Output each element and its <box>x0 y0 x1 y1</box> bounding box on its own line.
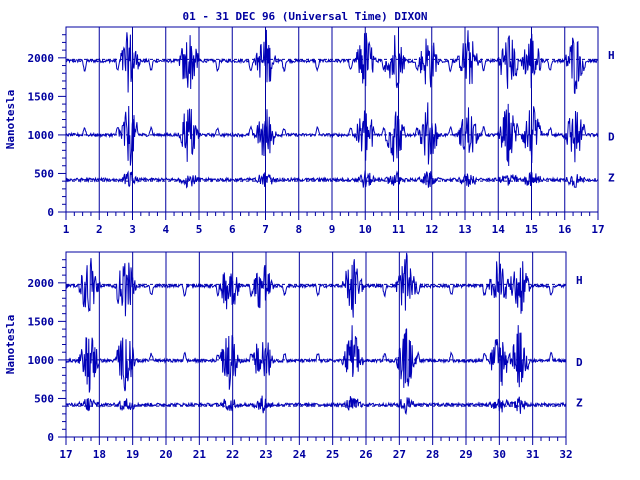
x-tick-label: 5 <box>196 223 203 236</box>
x-tick-label: 20 <box>159 448 172 461</box>
x-tick-label: 31 <box>526 448 540 461</box>
x-tick-label: 16 <box>558 223 572 236</box>
x-tick-label: 30 <box>493 448 506 461</box>
y-tick-label: 0 <box>47 206 54 219</box>
series-line-D <box>65 325 567 393</box>
x-tick-label: 10 <box>359 223 372 236</box>
y-axis-label: Nanotesla <box>4 315 17 375</box>
x-tick-label: 18 <box>93 448 106 461</box>
series-line-H <box>65 29 599 94</box>
x-tick-label: 1 <box>63 223 70 236</box>
x-tick-label: 12 <box>425 223 438 236</box>
x-tick-label: 6 <box>229 223 236 236</box>
x-tick-label: 17 <box>591 223 604 236</box>
y-tick-label: 2000 <box>28 52 55 65</box>
panel-bottom: 17 18 19 20 21 22 23 24 25 26 27 28 29 30 31 32 0 500 1000… <box>4 251 583 461</box>
series-label-D: D <box>608 130 615 143</box>
x-tick-label: 32 <box>559 448 572 461</box>
x-tick-label: 14 <box>492 223 506 236</box>
y-tick-label: 2000 <box>28 277 55 290</box>
x-tick-label: 13 <box>458 223 471 236</box>
x-tick-label: 2 <box>96 223 103 236</box>
y-tick-label: 1500 <box>28 315 55 328</box>
x-tick-label: 21 <box>193 448 207 461</box>
x-tick-label: 23 <box>259 448 272 461</box>
x-tick-label: 9 <box>329 223 336 236</box>
x-tick-label: 7 <box>262 223 269 236</box>
series-label-D: D <box>576 356 583 369</box>
series-label-Z: Z <box>576 396 583 409</box>
x-tick-label: 24 <box>293 448 307 461</box>
x-tick-label: 11 <box>392 223 406 236</box>
x-tick-label: 22 <box>226 448 239 461</box>
x-tick-label: 29 <box>459 448 472 461</box>
x-tick-label: 17 <box>59 448 72 461</box>
y-tick-label: 1000 <box>28 129 55 142</box>
y-tick-label: 500 <box>34 392 54 405</box>
y-tick-label: 1500 <box>28 90 55 103</box>
y-tick-label: 1000 <box>28 354 55 367</box>
x-tick-label: 15 <box>525 223 538 236</box>
series-line-D <box>65 102 599 167</box>
x-tick-label: 26 <box>359 448 373 461</box>
series-line-H <box>65 252 567 318</box>
chart-title: 01 - 31 DEC 96 (Universal Time) DIXON <box>182 10 427 23</box>
x-tick-label: 3 <box>129 223 136 236</box>
panel-top: 1 2 3 4 5 6 7 8 9 10 11 12 13 14 15 16 17050010001500200… <box>4 26 615 236</box>
x-tick-label: 25 <box>326 448 339 461</box>
series-label-H: H <box>576 274 583 287</box>
x-tick-label: 19 <box>126 448 139 461</box>
x-tick-label: 4 <box>162 223 169 236</box>
y-tick-label: 500 <box>34 167 54 180</box>
series-line-Z <box>65 395 567 415</box>
x-tick-label: 27 <box>393 448 406 461</box>
series-label-H: H <box>608 49 615 62</box>
series-line-Z <box>65 170 599 189</box>
y-tick-label: 0 <box>47 431 54 444</box>
y-axis-label: Nanotesla <box>4 90 17 150</box>
series-label-Z: Z <box>608 171 615 184</box>
x-tick-label: 28 <box>426 448 439 461</box>
x-tick-label: 8 <box>295 223 302 236</box>
